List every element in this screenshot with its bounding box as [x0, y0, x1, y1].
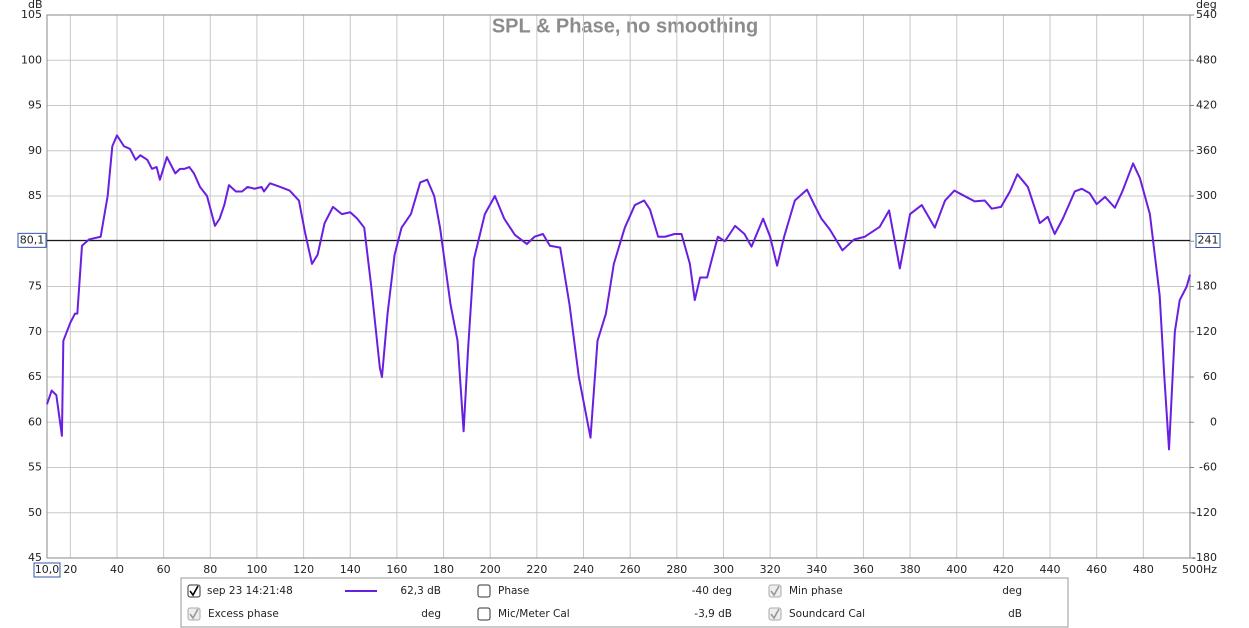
y-unit: dB — [28, 0, 43, 11]
cursor-box — [1195, 232, 1221, 248]
x-tick-label: 460 — [1086, 563, 1107, 576]
y-tick-label: 90 — [28, 144, 42, 157]
x-tick-label: 400 — [946, 563, 967, 576]
x-tick-label: 300 — [713, 563, 734, 576]
legend-label: sep 23 14:21:48 — [207, 585, 293, 597]
y2-tick-label: -180 — [1192, 551, 1217, 564]
y2-tick-label: 300 — [1196, 189, 1217, 202]
legend-label: Phase — [498, 585, 529, 597]
cursor-x-label: 10,0 — [35, 563, 60, 576]
y-tick-label: 50 — [28, 506, 42, 519]
plot-border — [46, 14, 1191, 559]
legend-panel — [180, 577, 1069, 628]
x-tick-label: 60 — [157, 563, 171, 576]
y2-tick-label: -60 — [1199, 461, 1217, 474]
y-tick-label: 70 — [28, 325, 42, 338]
check-mark — [770, 608, 780, 620]
x-tick-label: 120 — [293, 563, 314, 576]
x-tick-label: 340 — [806, 563, 827, 576]
y-tick-label: 75 — [28, 280, 42, 293]
x-tick-label: 140 — [340, 563, 361, 576]
y-tick-label: 65 — [28, 370, 42, 383]
x-tick-label: 260 — [620, 563, 641, 576]
x-tick-label: 500Hz — [1182, 563, 1217, 576]
y2-tick-label: 180 — [1196, 280, 1217, 293]
y-tick-label: 45 — [28, 551, 42, 564]
checkbox[interactable] — [477, 584, 491, 598]
x-tick-label: 380 — [900, 563, 921, 576]
check-mark — [189, 585, 199, 597]
x-tick-label: 200 — [480, 563, 501, 576]
legend-label: Excess phase — [208, 608, 279, 620]
y-tick-label: 85 — [28, 189, 42, 202]
x-tick-label: 480 — [1133, 563, 1154, 576]
legend-label: Soundcard Cal — [789, 608, 865, 620]
cursor-box — [33, 562, 61, 578]
y2-tick-label: -120 — [1192, 506, 1217, 519]
legend-value: dB — [1008, 608, 1022, 620]
y-tick-label: 60 — [28, 415, 42, 428]
legend-label: Mic/Meter Cal — [498, 608, 570, 620]
x-tick-label: 360 — [853, 563, 874, 576]
x-tick-label: 220 — [526, 563, 547, 576]
series-line — [46, 134, 1191, 451]
check-mark — [189, 608, 199, 620]
y-tick-label: 100 — [21, 53, 42, 66]
legend-value: -3,9 dB — [694, 608, 732, 620]
x-tick-label: 240 — [573, 563, 594, 576]
y2-tick-label: 540 — [1196, 8, 1217, 21]
x-tick-label: 320 — [760, 563, 781, 576]
legend-label: Min phase — [789, 585, 843, 597]
x-tick-label: 40 — [110, 563, 124, 576]
legend-value: deg — [421, 608, 441, 620]
y2-tick-label: 0 — [1210, 415, 1217, 428]
x-tick-label: 20 — [63, 563, 77, 576]
chart-title: SPL & Phase, no smoothing — [492, 15, 758, 37]
y2-tick-label: 420 — [1196, 99, 1217, 112]
checkbox[interactable] — [477, 607, 491, 621]
x-tick-label: 80 — [203, 563, 217, 576]
y2-tick-label: 120 — [1196, 325, 1217, 338]
x-tick-label: 100 — [246, 563, 267, 576]
cursor-y2-label: 241 — [1198, 233, 1219, 246]
legend-value: -40 deg — [692, 585, 732, 597]
legend-value: 62,3 dB — [400, 585, 441, 597]
x-tick-label: 440 — [1040, 563, 1061, 576]
y-tick-label: 95 — [28, 99, 42, 112]
y2-unit: deg — [1196, 0, 1217, 11]
y-tick-label: 105 — [21, 8, 42, 21]
x-tick-label: 280 — [666, 563, 687, 576]
y2-tick-label: 60 — [1203, 370, 1217, 383]
x-tick-label: 160 — [386, 563, 407, 576]
check-mark — [770, 585, 780, 597]
legend-value: deg — [1002, 585, 1022, 597]
x-tick-label: 180 — [433, 563, 454, 576]
x-tick-label: 420 — [993, 563, 1014, 576]
cursor-box — [17, 232, 47, 248]
y2-tick-label: 360 — [1196, 144, 1217, 157]
y-tick-label: 55 — [28, 461, 42, 474]
y2-tick-label: 480 — [1196, 53, 1217, 66]
cursor-y-label: 80,1 — [20, 233, 45, 246]
